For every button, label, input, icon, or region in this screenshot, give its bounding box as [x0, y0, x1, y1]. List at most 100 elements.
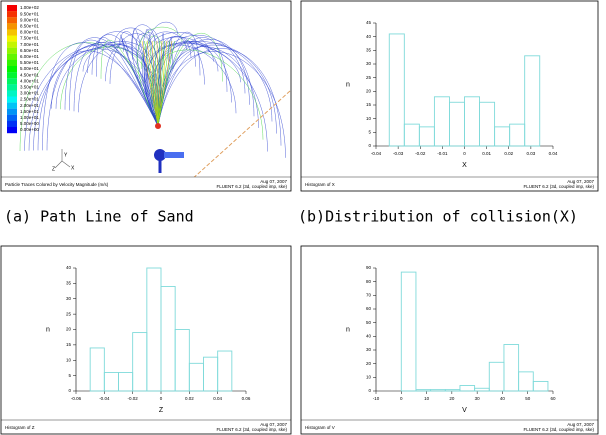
y-tick-label: 60: [366, 306, 372, 311]
y-tick-label: 10: [366, 116, 372, 121]
colorbar-label: 1.50e+01: [20, 109, 39, 114]
y-axis-label: n: [46, 326, 50, 333]
colorbar-swatch: [7, 29, 17, 36]
y-tick-label: 30: [366, 347, 372, 352]
colorbar-swatch: [7, 59, 17, 67]
panel-frame: [0, 0, 292, 192]
bar: [479, 101, 496, 147]
colorbar-label: 7.00e+01: [20, 42, 39, 47]
x-tick-label: -0.03: [393, 151, 404, 156]
bar: [449, 101, 465, 147]
x-axis-label: V: [462, 407, 467, 414]
trajectory: [33, 48, 159, 151]
footer-software: FLUENT 6.2 (3d, coupled imp, ske): [217, 184, 288, 189]
bar: [509, 123, 526, 147]
x-tick-label: 0.04: [549, 151, 558, 156]
x-tick-label: 0.01: [482, 151, 491, 156]
trajectory: [150, 49, 264, 140]
trajectory: [157, 32, 223, 127]
colorbar-label: 3.50e+01: [20, 84, 39, 89]
bar: [430, 389, 446, 392]
jet: [151, 40, 159, 127]
jet: [141, 40, 159, 127]
colorbar-label: 1.00e+02: [20, 5, 39, 10]
footer-date: Aug 07, 2007: [260, 179, 287, 184]
trajectory: [73, 42, 159, 127]
x-axis-label: X: [462, 162, 467, 169]
colorbar-swatch: [7, 66, 17, 73]
colorbar-label: 4.00e+01: [20, 78, 39, 83]
colorbar-swatch: [7, 84, 17, 91]
y-tick-label: 35: [66, 281, 72, 286]
bar: [103, 372, 119, 392]
bar: [503, 344, 520, 392]
x-tick-label: -0.06: [71, 396, 82, 401]
x-tick-label: 10: [424, 396, 430, 401]
x-tick-label: -0.02: [415, 151, 426, 156]
colorbar-label: 5.00e+00: [20, 121, 39, 126]
footer-title: Histogram of V: [305, 425, 335, 430]
footer-software: FLUENT 6.2 (3d, coupled imp, ske): [524, 427, 595, 432]
colorbar-label: 1.00e+01: [20, 115, 39, 120]
bar: [203, 356, 219, 392]
y-tick-label: 40: [366, 34, 372, 39]
colorbar-label: 7.50e+01: [20, 36, 39, 41]
jet: [149, 40, 159, 127]
histogram: 0 5 10 15 20 25 30 35 40 -0.06 -0.04 -0.02 0 0.02 0.04…: [46, 265, 251, 414]
jet: [157, 40, 163, 127]
y-tick-label: 0: [68, 388, 71, 393]
bar: [459, 385, 476, 392]
x-tick-label: 0.03: [526, 151, 535, 156]
x-tick-label: 0: [400, 396, 403, 401]
colorbar-label: 2.00e+01: [20, 103, 39, 108]
x-axis-label: Z: [159, 407, 164, 414]
y-tick-label: 25: [66, 311, 72, 316]
footer-date: Aug 07, 2007: [260, 422, 287, 427]
jet: [154, 40, 159, 127]
colorbar-swatch: [7, 108, 17, 115]
footer-date: Aug 07, 2007: [567, 179, 594, 184]
jet: [157, 40, 168, 127]
trajectory: [28, 46, 160, 151]
trajectory: [37, 50, 159, 151]
axis-label: X: [71, 165, 75, 171]
x-tick-label: -0.01: [437, 151, 448, 156]
colorbar-label: 0.00e+00: [20, 127, 39, 132]
trajectory: [109, 33, 162, 127]
y-tick-label: 10: [366, 375, 372, 380]
colorbar-label: 3.00e+01: [20, 91, 39, 96]
bar: [433, 96, 450, 147]
x-tick-label: 60: [550, 396, 556, 401]
jet: [157, 40, 170, 127]
colorbar-label: 9.00e+01: [20, 17, 39, 22]
colorbar-swatch: [7, 90, 17, 97]
colorbar-label: 8.00e+01: [20, 30, 39, 35]
colorbar-swatch: [7, 11, 17, 18]
y-tick-label: 0: [368, 143, 371, 148]
colorbar-label: 6.00e+01: [20, 54, 39, 59]
footer-date: Aug 07, 2007: [567, 422, 594, 427]
y-tick-label: 30: [66, 296, 72, 301]
colorbar-swatch: [7, 120, 17, 128]
y-tick-label: 25: [366, 75, 372, 80]
bar: [532, 380, 549, 392]
jet: [157, 40, 173, 127]
bar: [217, 350, 233, 392]
x-tick-label: 40: [500, 396, 506, 401]
trajectory: [96, 37, 159, 127]
caption: (a) Path Line of Sand: [4, 208, 194, 226]
impact: [155, 123, 161, 129]
footer-software: FLUENT 6.2 (3d, coupled imp, ske): [524, 184, 595, 189]
colorbar-swatch: [7, 53, 17, 60]
bar: [160, 286, 176, 392]
colorbar-label: 8.50e+01: [20, 23, 39, 28]
bar: [400, 271, 417, 392]
colorbar-label: 4.50e+01: [20, 72, 39, 77]
y-axis-label: n: [346, 81, 350, 88]
colorbar-swatch: [7, 47, 17, 54]
bar: [464, 96, 480, 147]
colorbar-swatch: [7, 78, 17, 85]
trajectory: [143, 28, 160, 127]
y-tick-label: 50: [366, 320, 372, 325]
y-tick-label: 70: [366, 293, 372, 298]
